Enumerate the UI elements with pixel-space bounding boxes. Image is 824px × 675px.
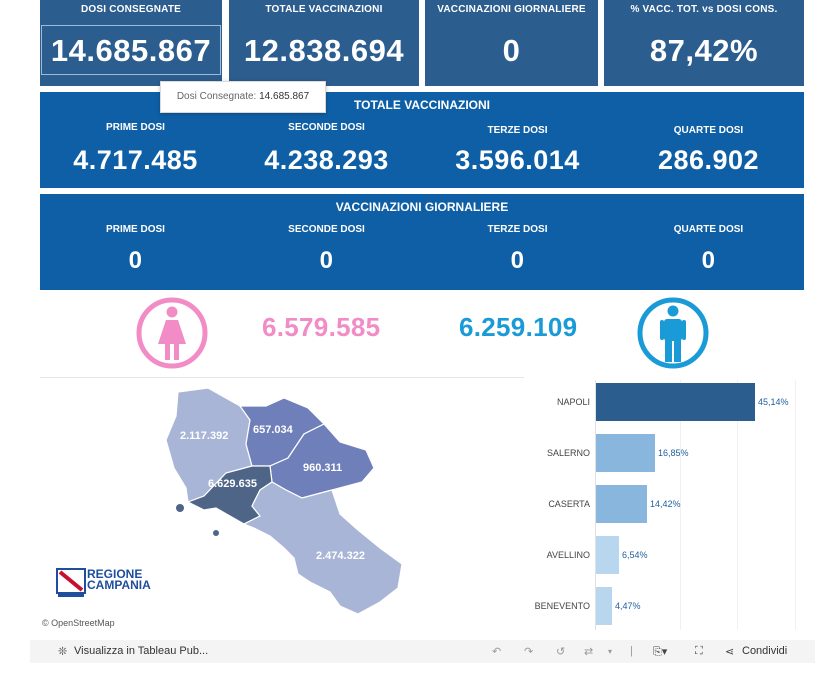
dose-value: 0 — [510, 247, 525, 274]
totale-vaccinazioni-panel: TOTALE VACCINAZIONI PRIME DOSI 4.717.485… — [40, 92, 804, 188]
dose-label: PRIME DOSI — [106, 122, 165, 133]
separator: | — [630, 645, 633, 657]
bar[interactable] — [596, 587, 612, 625]
female-count: 6.579.585 — [262, 312, 381, 342]
bar-label: AVELLINO — [546, 550, 590, 560]
dose-label: SECONDE DOSI — [288, 122, 365, 133]
dose-label: QUARTE DOSI — [673, 125, 744, 136]
dose-label: TERZE DOSI — [487, 125, 548, 136]
bar[interactable] — [596, 434, 655, 472]
label-caserta: 2.117.392 — [180, 430, 228, 442]
bar[interactable] — [596, 383, 755, 421]
kpi-percentuale[interactable]: % VACC. TOT. vs DOSI CONS. 87,42% — [604, 0, 804, 86]
totale-prime-dosi[interactable]: PRIME DOSI 4.717.485 — [40, 122, 231, 176]
bar-pct-label: 14,42% — [650, 499, 681, 509]
label-benevento: 657.034 — [253, 424, 294, 436]
share-link[interactable]: Condividi — [742, 645, 788, 657]
tableau-logo-icon[interactable]: ❊ — [58, 646, 68, 658]
totale-terze-dosi[interactable]: TERZE DOSI 3.596.014 — [422, 125, 613, 176]
bar-gridline — [680, 380, 681, 630]
vaccinazioni-giornaliere-panel: VACCINAZIONI GIORNALIERE PRIME DOSI 0 SE… — [40, 194, 804, 290]
bar-label: BENEVENTO — [534, 601, 590, 611]
totale-seconde-dosi[interactable]: SECONDE DOSI 4.238.293 — [231, 122, 422, 176]
share-icon[interactable]: ⋖ — [725, 646, 735, 658]
dose-value: 4.238.293 — [264, 145, 389, 175]
dose-value: 4.717.485 — [73, 145, 198, 175]
bar[interactable] — [596, 485, 647, 523]
dose-label: SECONDE DOSI — [288, 224, 365, 235]
fullscreen-icon[interactable]: ⛶ — [695, 645, 703, 657]
island-ischia — [176, 504, 184, 512]
bar-pct-label: 16,85% — [658, 448, 689, 458]
dose-label: QUARTE DOSI — [673, 224, 744, 235]
bar-label: SALERNO — [546, 448, 590, 458]
panel-title: TOTALE VACCINAZIONI — [354, 98, 490, 112]
kpi-value: 87,42% — [649, 33, 759, 68]
bar-pct-label: 45,14% — [758, 397, 789, 407]
regione-campania-logo-icon — [56, 568, 86, 597]
bar-label: CASERTA — [548, 499, 590, 509]
dose-value: 0 — [701, 247, 716, 274]
label-napoli: 6.629.635 — [208, 478, 257, 490]
bar-axis — [595, 380, 596, 630]
dose-value: 3.596.014 — [455, 145, 580, 175]
female-icon — [136, 297, 208, 369]
bar-gridline — [795, 380, 796, 630]
tableau-toolbar: ❊ Visualizza in Tableau Pub... ↶ ↷ ↺ ⇄ ▾… — [30, 640, 815, 663]
tooltip: Dosi Consegnate: 14.685.867 — [160, 81, 326, 113]
bar[interactable] — [596, 536, 619, 574]
male-icon — [637, 297, 709, 369]
dose-label: TERZE DOSI — [487, 224, 548, 235]
logo-line1: REGIONE — [87, 567, 143, 581]
regione-campania-logo-text: REGIONE CAMPANIA — [87, 567, 151, 592]
giornaliere-terze-dosi[interactable]: TERZE DOSI 0 — [422, 224, 613, 275]
kpi-value: 12.838.694 — [243, 33, 405, 68]
island-capri — [213, 530, 219, 536]
bar-pct-label: 4,47% — [615, 601, 641, 611]
giornaliere-prime-dosi[interactable]: PRIME DOSI 0 — [40, 224, 231, 275]
dose-value: 0 — [319, 247, 334, 274]
campania-map[interactable]: 2.117.392 657.034 960.311 6.629.635 2.47… — [40, 377, 524, 632]
refresh-icon[interactable]: ⇄ — [584, 646, 594, 658]
label-avellino: 960.311 — [303, 462, 342, 474]
bar-pct-label: 6,54% — [622, 550, 648, 560]
dose-value: 0 — [128, 247, 143, 274]
dose-value: 286.902 — [657, 145, 760, 175]
kpi-title: DOSI CONSEGNATE — [80, 4, 182, 15]
giornaliere-quarte-dosi[interactable]: QUARTE DOSI 0 — [613, 224, 804, 275]
kpi-title: TOTALE VACCINAZIONI — [265, 4, 383, 15]
bar-label: NAPOLI — [556, 397, 590, 407]
kpi-vaccinazioni-giornaliere[interactable]: VACCINAZIONI GIORNALIERE 0 — [425, 0, 598, 86]
panel-title: VACCINAZIONI GIORNALIERE — [335, 200, 509, 214]
refresh-dropdown-icon[interactable]: ▾ — [608, 647, 613, 656]
kpi-value: 0 — [502, 33, 521, 68]
redo-icon[interactable]: ↷ — [524, 646, 534, 658]
kpi-title: VACCINAZIONI GIORNALIERE — [437, 4, 586, 15]
kpi-totale-vaccinazioni[interactable]: TOTALE VACCINAZIONI 12.838.694 — [229, 0, 419, 86]
view-in-tableau-link[interactable]: Visualizza in Tableau Pub... — [74, 645, 209, 657]
selection-frame — [41, 25, 221, 75]
logo-line2: CAMPANIA — [87, 578, 151, 592]
osm-credit[interactable]: © OpenStreetMap — [42, 618, 115, 628]
tooltip-label: Dosi Consegnate: — [176, 91, 257, 102]
bar-gridline — [737, 380, 738, 630]
province-salerno — [242, 481, 403, 615]
tooltip-value: 14.685.867 — [259, 91, 310, 102]
totale-quarte-dosi[interactable]: QUARTE DOSI 286.902 — [613, 125, 804, 176]
kpi-title: % VACC. TOT. vs DOSI CONS. — [630, 4, 778, 15]
label-salerno: 2.474.322 — [316, 550, 365, 562]
male-count: 6.259.109 — [459, 312, 578, 342]
giornaliere-seconde-dosi[interactable]: SECONDE DOSI 0 — [231, 224, 422, 275]
kpi-dosi-consegnate[interactable]: DOSI CONSEGNATE 14.685.867 — [40, 0, 222, 86]
dose-label: PRIME DOSI — [106, 224, 165, 235]
download-icon[interactable]: ⎘▾ — [653, 646, 668, 658]
map-svg[interactable]: 2.117.392 657.034 960.311 6.629.635 2.47… — [40, 378, 524, 632]
undo-icon[interactable]: ↶ — [492, 646, 502, 658]
revert-icon[interactable]: ↺ — [556, 646, 566, 658]
kpi-value: 14.685.867 — [50, 33, 212, 68]
